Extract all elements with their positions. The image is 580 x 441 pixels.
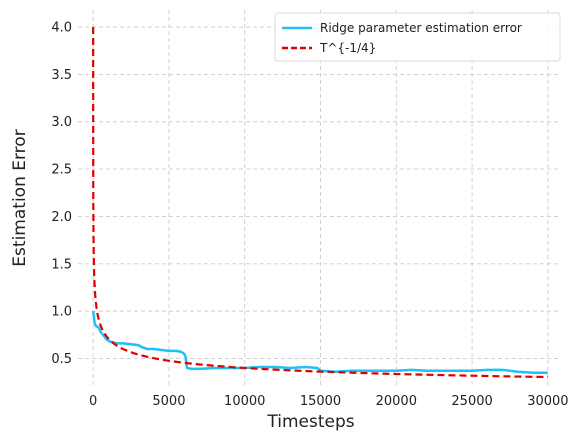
y-tick-label: 0.5 — [51, 352, 72, 367]
y-tick-label: 3.5 — [51, 68, 72, 83]
y-tick-label: 4.0 — [51, 21, 72, 36]
x-tick-label: 5000 — [152, 394, 185, 409]
grid — [78, 10, 560, 385]
x-tick-label: 20000 — [376, 394, 417, 409]
series-line-reference — [92, 27, 548, 379]
legend-label-reference: T^{-1/4} — [319, 41, 376, 55]
legend-label-ridge: Ridge parameter estimation error — [320, 21, 522, 35]
x-axis-label: Timesteps — [266, 412, 354, 432]
y-axis-ticks: 0.5 1.0 1.5 2.0 2.5 3.0 3.5 4.0 — [51, 21, 72, 367]
y-tick-label: 2.5 — [51, 163, 72, 178]
x-tick-label: 30000 — [527, 394, 568, 409]
x-tick-label: 10000 — [224, 394, 265, 409]
y-tick-label: 2.0 — [51, 210, 72, 225]
y-tick-label: 3.0 — [51, 115, 72, 130]
x-axis-ticks: 0 5000 10000 15000 20000 25000 30000 — [89, 394, 569, 409]
legend-frame — [274, 12, 561, 62]
x-tick-label: 15000 — [300, 394, 341, 409]
series-line-ridge-error — [91, 310, 548, 374]
y-axis-label: Estimation Error — [10, 129, 30, 266]
legend: Ridge parameter estimation error T^{-1/4… — [274, 12, 561, 62]
x-tick-label: 0 — [89, 394, 97, 409]
x-tick-label: 25000 — [451, 394, 492, 409]
y-tick-label: 1.5 — [51, 257, 72, 272]
y-tick-label: 1.0 — [51, 305, 72, 320]
series-layer — [91, 27, 548, 379]
